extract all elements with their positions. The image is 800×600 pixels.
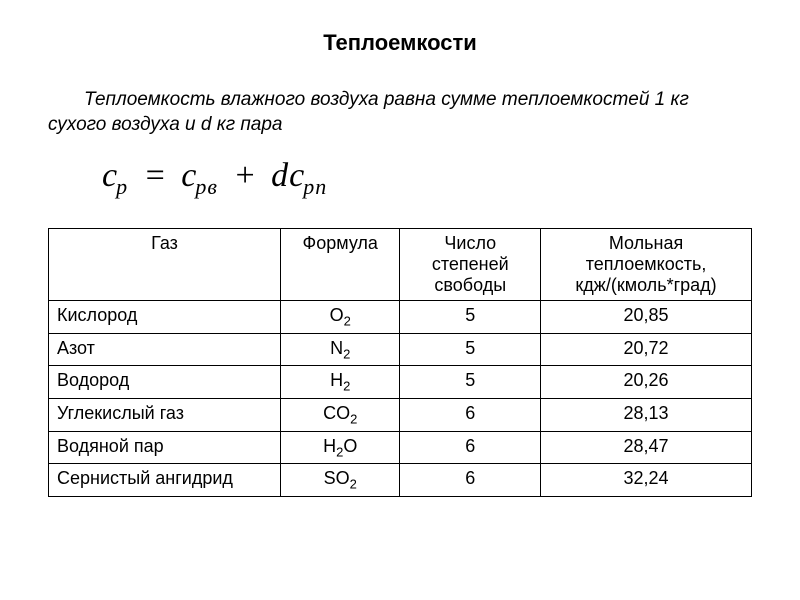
cell-gas: Кислород <box>49 301 281 334</box>
cell-formula: H2O <box>280 431 400 464</box>
formula-term1-sub: pв <box>195 174 218 199</box>
table-row: Азот N2 5 20,72 <box>49 333 752 366</box>
formula-term2-sub: pп <box>303 174 327 199</box>
table-header-row: Газ Формула Число степеней свободы Мольн… <box>49 229 752 301</box>
cell-dof: 5 <box>400 301 541 334</box>
cell-gas: Углекислый газ <box>49 398 281 431</box>
cell-dof: 6 <box>400 464 541 497</box>
cell-formula: O2 <box>280 301 400 334</box>
table-row: Водяной пар H2O 6 28,47 <box>49 431 752 464</box>
table-row: Водород H2 5 20,26 <box>49 366 752 399</box>
cell-dof: 6 <box>400 431 541 464</box>
cell-formula: H2 <box>280 366 400 399</box>
formula-lhs-sub: p <box>116 174 128 199</box>
cell-cap: 20,72 <box>541 333 752 366</box>
cell-dof: 6 <box>400 398 541 431</box>
table-row: Углекислый газ CO2 6 28,13 <box>49 398 752 431</box>
cell-formula: SO2 <box>280 464 400 497</box>
cell-gas: Водород <box>49 366 281 399</box>
col-header-formula: Формула <box>280 229 400 301</box>
cell-cap: 20,85 <box>541 301 752 334</box>
cell-gas: Водяной пар <box>49 431 281 464</box>
cell-gas: Азот <box>49 333 281 366</box>
col-header-gas: Газ <box>49 229 281 301</box>
cell-dof: 5 <box>400 366 541 399</box>
description-text: Теплоемкость влажного воздуха равна сумм… <box>48 88 752 137</box>
cell-cap: 32,24 <box>541 464 752 497</box>
cell-cap: 20,26 <box>541 366 752 399</box>
heat-capacity-table: Газ Формула Число степеней свободы Мольн… <box>48 228 752 497</box>
cell-formula: N2 <box>280 333 400 366</box>
cell-dof: 5 <box>400 333 541 366</box>
cell-formula: CO2 <box>280 398 400 431</box>
col-header-cap: Мольная теплоемкость, кдж/(кмоль*град) <box>541 229 752 301</box>
cell-gas: Сернистый ангидрид <box>49 464 281 497</box>
formula-coef: d <box>271 157 289 194</box>
table-row: Кислород O2 5 20,85 <box>49 301 752 334</box>
cell-cap: 28,47 <box>541 431 752 464</box>
table-row: Сернистый ангидрид SO2 6 32,24 <box>49 464 752 497</box>
page-title: Теплоемкости <box>48 30 752 56</box>
plus-sign: + <box>235 157 255 194</box>
cell-cap: 28,13 <box>541 398 752 431</box>
col-header-dof: Число степеней свободы <box>400 229 541 301</box>
formula: cp = cpв + dcpп <box>102 157 752 200</box>
equals-sign: = <box>146 157 166 194</box>
